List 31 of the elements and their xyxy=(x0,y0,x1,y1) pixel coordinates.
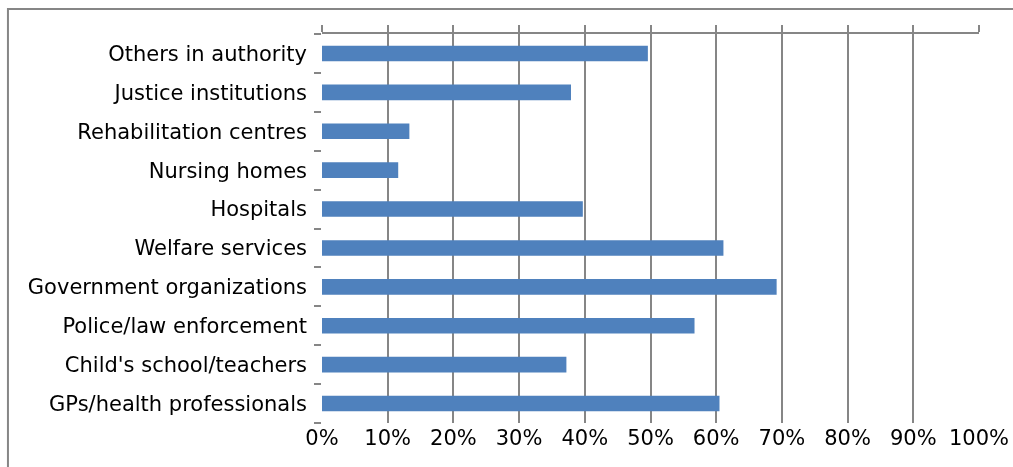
y-tick-label: Government organizations xyxy=(27,275,307,300)
bar xyxy=(322,162,399,178)
x-tick-label: 60% xyxy=(692,426,740,450)
y-tick-label: Nursing homes xyxy=(148,158,307,183)
x-tick-label: 100% xyxy=(948,426,1010,450)
bar xyxy=(322,123,410,140)
y-tick-label: GPs/health professionals xyxy=(49,391,307,416)
bar xyxy=(322,201,583,217)
bar xyxy=(322,317,695,334)
x-tick-label: 10% xyxy=(364,426,412,450)
x-tick-label: 80% xyxy=(824,426,871,450)
x-tick-label: 90% xyxy=(889,426,937,450)
y-tick-label: Police/law enforcement xyxy=(62,314,307,339)
bar xyxy=(322,240,724,256)
y-tick-label: Hospitals xyxy=(210,197,307,222)
y-tick-label: Welfare services xyxy=(134,236,307,261)
bar xyxy=(322,45,648,62)
bar xyxy=(322,395,720,412)
bar xyxy=(322,356,567,373)
y-tick-label: Justice institutions xyxy=(112,80,307,105)
x-tick-label: 70% xyxy=(758,426,806,450)
x-tick-label: 20% xyxy=(430,426,477,450)
y-tick-label: Others in authority xyxy=(108,41,307,66)
x-tick-label: 50% xyxy=(627,426,674,450)
y-tick-label: Rehabilitation centres xyxy=(77,119,307,144)
x-tick-label: 0% xyxy=(305,426,339,450)
y-tick-label: Child's school/teachers xyxy=(64,353,307,377)
x-tick-label: 40% xyxy=(561,426,609,450)
x-tick-label: 30% xyxy=(495,426,543,450)
bar xyxy=(322,279,777,295)
bar xyxy=(322,84,571,101)
